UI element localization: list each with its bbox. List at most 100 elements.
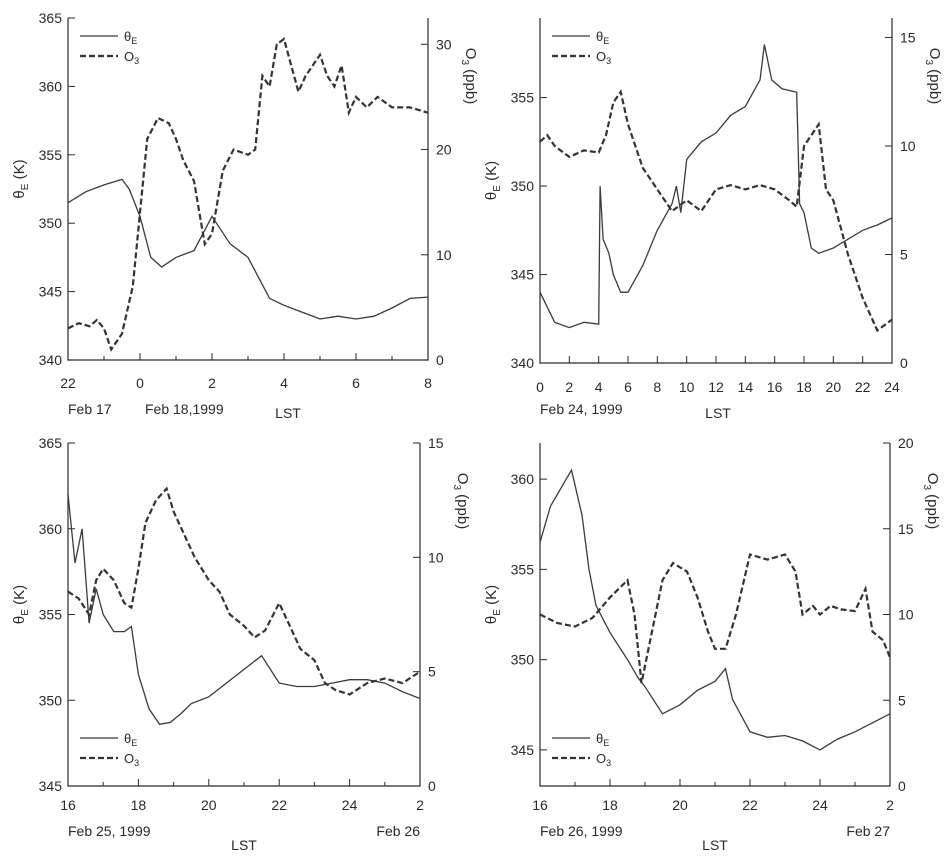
x-tick-label: 22	[60, 375, 76, 391]
y-left-axis-label: θE (K)	[11, 159, 31, 198]
x-tick-label: 14	[738, 379, 754, 395]
theta-e-series-line	[67, 178, 429, 320]
legend-o3-label: O3	[596, 49, 611, 66]
y-right-tick-label: 15	[428, 435, 444, 451]
x-tick-label: 2	[416, 797, 424, 813]
legend-o3-label: O3	[124, 49, 139, 66]
o3-series-line	[67, 486, 421, 696]
legend-theta-label: θE	[596, 731, 609, 748]
y-left-tick-label: 345	[39, 778, 63, 794]
x-tick-label: 12	[708, 379, 724, 395]
x-tick-label: 22	[855, 379, 871, 395]
chart-panel-3: 16 18 20 22 24 2 345 350 355 360 365 0 5 10 15 θE (K) O3…	[11, 435, 471, 853]
y-right-tick-label: 0	[900, 355, 908, 371]
theta-e-series-line	[539, 44, 893, 329]
y-right-tick-label: 10	[436, 247, 452, 263]
legend-theta-label: θE	[124, 731, 137, 748]
y-left-tick-label: 355	[511, 561, 535, 577]
chart-panel-2: 0 2 4 6 8 10 12 14 16 18 20 22 24340345350355051015θ…	[483, 18, 943, 421]
x-tick-label: 2	[565, 379, 573, 395]
x-tick-label: 24	[812, 797, 828, 813]
y-left-axis-label: θE (K)	[483, 161, 503, 200]
x-tick-label: 4	[280, 375, 288, 391]
y-right-tick-label: 15	[898, 521, 914, 537]
y-right-tick-label: 5	[900, 247, 908, 263]
x-tick-label: 2	[886, 797, 894, 813]
x-tick-label: 4	[595, 379, 603, 395]
date-label: Feb 27	[846, 823, 890, 839]
y-right-tick-label: 5	[428, 664, 436, 680]
y-left-tick-label: 360	[39, 521, 63, 537]
y-right-tick-label: 0	[898, 778, 906, 794]
y-right-tick-label: 30	[436, 36, 452, 52]
y-left-tick-label: 365	[39, 435, 63, 451]
date-label: Feb 17	[68, 401, 112, 417]
x-tick-label: 20	[201, 797, 217, 813]
x-tick-label: 16	[532, 797, 548, 813]
x-tick-label: 6	[352, 375, 360, 391]
y-right-tick-label: 10	[428, 549, 444, 565]
legend-o3-label: O3	[124, 751, 139, 768]
x-tick-label: 0	[536, 379, 544, 395]
axes-frame	[67, 443, 421, 787]
axes-frame	[539, 443, 891, 787]
date-label: Feb 18,1999	[145, 401, 224, 417]
x-axis-label: LST	[231, 837, 257, 853]
y-left-tick-label: 350	[511, 652, 535, 668]
chart-panel-1: 22 0 2 4 6 8 340 345 350 355 360 365 0 10 20 30 θE (K) O3…	[11, 10, 479, 421]
date-label: Feb 26, 1999	[540, 823, 623, 839]
y-left-axis-label: θE (K)	[11, 585, 31, 624]
theta-e-series-line	[67, 494, 421, 726]
y-left-tick-label: 355	[39, 147, 63, 163]
theta-e-series-line	[539, 468, 891, 751]
x-tick-label: 20	[826, 379, 842, 395]
y-left-tick-label: 345	[511, 742, 535, 758]
o3-series-line	[539, 89, 893, 333]
chart-panel-4: 16 18 20 22 24 2 345 350 355 360 0 5 10 15 20 θE (K) O3 …	[483, 435, 941, 853]
y-right-axis-label: O3 (ppb)	[921, 473, 941, 529]
y-right-axis-label: O3 (ppb)	[451, 473, 471, 529]
y-left-tick-label: 345	[39, 284, 63, 300]
y-left-tick-label: 340	[511, 355, 535, 371]
x-tick-label: 24	[342, 797, 358, 813]
legend-theta-label: θE	[596, 29, 609, 46]
x-tick-label: 18	[602, 797, 618, 813]
x-tick-label: 0	[136, 375, 144, 391]
y-left-tick-label: 360	[39, 78, 63, 94]
x-tick-label: 22	[742, 797, 758, 813]
o3-series-line	[539, 553, 892, 684]
o3-series-line	[67, 37, 429, 352]
x-axis-label: LST	[705, 405, 731, 421]
y-left-tick-label: 345	[511, 267, 535, 283]
y-right-tick-label: 5	[898, 692, 906, 708]
y-left-tick-label: 350	[511, 178, 535, 194]
legend-o3-label: O3	[596, 751, 611, 768]
y-right-tick-label: 15	[900, 30, 916, 46]
y-right-tick-label: 0	[428, 778, 436, 794]
x-tick-label: 20	[672, 797, 688, 813]
y-right-tick-label: 10	[898, 607, 914, 623]
date-label: Feb 26	[376, 823, 420, 839]
x-tick-label: 18	[796, 379, 812, 395]
date-label: Feb 24, 1999	[540, 401, 623, 417]
y-left-axis-label: θE (K)	[483, 585, 503, 624]
y-right-tick-label: 20	[898, 435, 914, 451]
x-tick-label: 10	[679, 379, 695, 395]
x-axis-label: LST	[275, 405, 301, 421]
axes-frame	[539, 18, 893, 364]
y-left-tick-label: 360	[511, 471, 535, 487]
y-left-tick-label: 355	[39, 607, 63, 623]
x-tick-label: 18	[131, 797, 147, 813]
date-label: Feb 25, 1999	[68, 823, 151, 839]
x-tick-label: 8	[653, 379, 661, 395]
x-tick-label: 2	[208, 375, 216, 391]
y-left-tick-label: 350	[39, 215, 63, 231]
y-left-tick-label: 340	[39, 352, 63, 368]
y-right-tick-label: 10	[900, 138, 916, 154]
x-tick-label: 24	[884, 379, 900, 395]
y-right-tick-label: 0	[436, 352, 444, 368]
y-right-axis-label: O3 (ppb)	[923, 48, 943, 104]
y-right-axis-label: O3 (ppb)	[459, 48, 479, 104]
y-left-tick-label: 355	[511, 90, 535, 106]
